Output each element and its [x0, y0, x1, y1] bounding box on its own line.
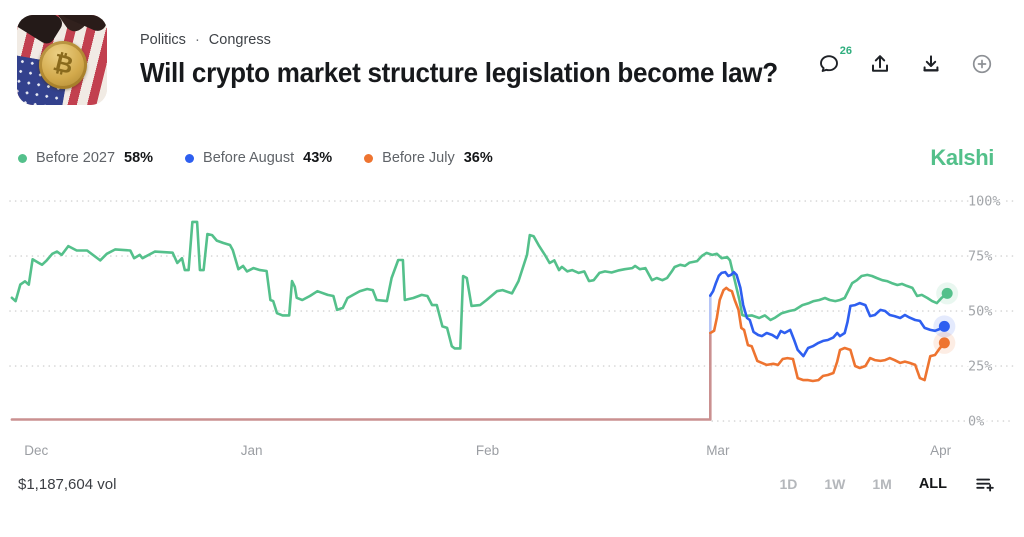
range-button-1d[interactable]: 1D — [779, 476, 798, 492]
download-button[interactable] — [919, 52, 943, 76]
legend-value: 36% — [463, 150, 493, 166]
legend-item-before-august[interactable]: Before August 43% — [185, 150, 332, 166]
legend-label: Before August — [203, 150, 295, 166]
svg-text:25%: 25% — [968, 359, 992, 375]
chart-area: 100% 75% 50% 25% 0% Dec Jan Feb Mar Apr — [0, 184, 1024, 466]
legend-item-before-july[interactable]: Before July 36% — [364, 150, 493, 166]
svg-text:Apr: Apr — [930, 443, 952, 458]
legend-label: Before 2027 — [36, 150, 116, 166]
market-thumbnail-image: ₿ — [17, 15, 107, 105]
legend-row: Before 2027 58% Before August 43% Before… — [0, 145, 1024, 171]
share-button[interactable] — [868, 52, 892, 76]
breadcrumb-category[interactable]: Politics — [140, 32, 186, 48]
breadcrumb-subcategory[interactable]: Congress — [208, 32, 271, 48]
svg-text:Dec: Dec — [24, 443, 48, 458]
legend-label: Before July — [382, 150, 455, 166]
comment-count-badge: 26 — [839, 45, 852, 57]
svg-text:Feb: Feb — [476, 443, 499, 458]
share-upload-icon — [872, 55, 888, 72]
comments-button[interactable]: 26 — [817, 45, 852, 76]
legend-dot-blue — [185, 153, 195, 163]
legend-value: 58% — [124, 150, 154, 166]
price-chart[interactable]: 100% 75% 50% 25% 0% Dec Jan Feb Mar Apr — [0, 184, 1024, 466]
svg-text:100%: 100% — [968, 194, 1001, 210]
header-text: Politics · Congress Will crypto market s… — [140, 15, 817, 89]
legend-dot-orange — [364, 153, 374, 163]
plus-circle-icon — [972, 54, 992, 74]
legend-item-before-2027[interactable]: Before 2027 58% — [18, 150, 153, 166]
breadcrumb: Politics · Congress — [140, 32, 817, 48]
svg-text:0%: 0% — [968, 414, 984, 430]
legend-value: 43% — [303, 150, 333, 166]
svg-text:50%: 50% — [968, 304, 992, 320]
time-range-selector: 1D 1W 1M ALL — [779, 473, 996, 495]
watchlist-add-button[interactable] — [970, 52, 994, 76]
breadcrumb-separator: · — [194, 32, 200, 48]
legend-dot-green — [18, 153, 27, 163]
range-button-all[interactable]: ALL — [918, 476, 947, 492]
svg-text:Jan: Jan — [241, 443, 263, 458]
download-icon — [923, 55, 939, 72]
range-button-1w[interactable]: 1W — [824, 476, 846, 492]
range-button-1m[interactable]: 1M — [872, 476, 892, 492]
page-title: Will crypto market structure legislation… — [140, 57, 778, 88]
add-to-list-icon[interactable] — [974, 473, 996, 495]
kalshi-logo[interactable]: Kalshi — [930, 145, 994, 170]
svg-text:75%: 75% — [968, 249, 992, 265]
header-actions: 26 — [817, 15, 994, 76]
svg-text:Mar: Mar — [706, 443, 730, 458]
comment-bubble-icon — [820, 55, 838, 72]
market-header: ₿ Politics · Congress Will crypto market… — [0, 0, 1024, 105]
chart-footer: $1,187,604 vol 1D 1W 1M ALL — [0, 473, 1024, 495]
volume-label: $1,187,604 vol — [18, 475, 117, 493]
